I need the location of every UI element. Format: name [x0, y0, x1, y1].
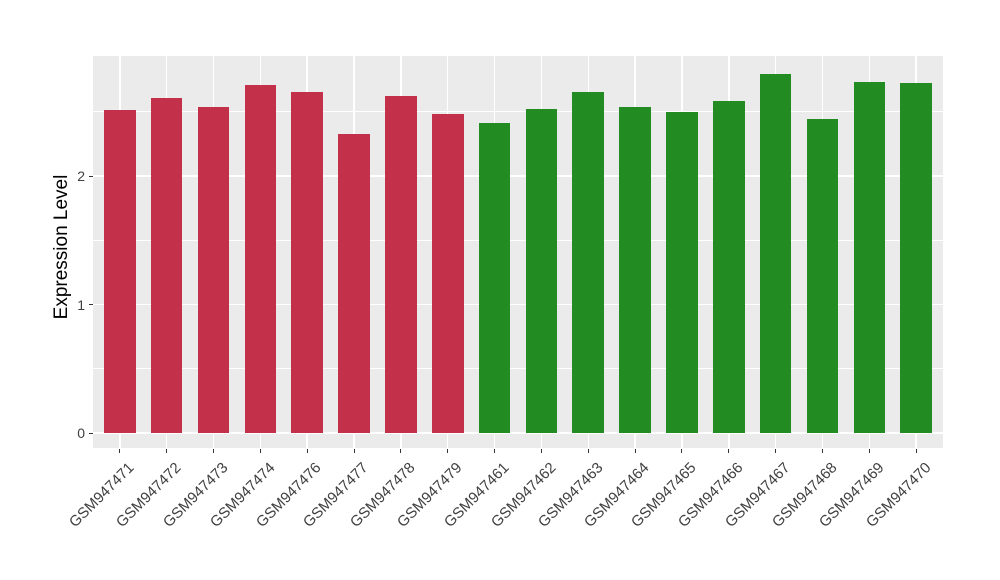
y-tick-label: 2: [77, 168, 85, 184]
bar-GSM947470: [900, 83, 933, 433]
x-axis-tick: [119, 449, 121, 453]
x-axis-tick: [447, 449, 449, 453]
x-axis-tick: [775, 449, 777, 453]
y-axis-tick: [89, 304, 93, 305]
bar-GSM947479: [431, 114, 464, 433]
x-axis-tick: [868, 449, 870, 453]
x-axis-tick: [634, 449, 636, 453]
x-axis-tick: [400, 449, 402, 453]
plot-panel: [93, 56, 943, 448]
x-axis-tick: [353, 449, 355, 453]
x-axis-tick: [681, 449, 683, 453]
gridline-major-horizontal: [93, 432, 943, 434]
x-axis-tick: [166, 449, 168, 453]
bar-GSM947473: [197, 106, 230, 433]
x-axis-tick: [212, 449, 214, 453]
x-axis-tick: [259, 449, 261, 453]
bar-GSM947461: [478, 123, 511, 433]
y-tick-label: 1: [77, 296, 85, 313]
bar-GSM947467: [759, 74, 792, 433]
gridline-minor-horizontal: [93, 111, 943, 113]
x-axis-tick: [587, 449, 589, 453]
x-axis-tick: [306, 449, 308, 453]
x-axis-tick: [728, 449, 730, 453]
bar-GSM947478: [385, 96, 417, 433]
y-axis-tick: [89, 432, 93, 434]
gridline-major-horizontal: [93, 303, 943, 306]
x-axis-tick: [540, 449, 542, 453]
bar-GSM947474: [244, 84, 277, 433]
bar-GSM947466: [713, 101, 745, 433]
bar-GSM947462: [525, 109, 558, 433]
x-axis-tick: [915, 449, 917, 453]
bar-GSM947469: [853, 82, 886, 433]
bar-GSM947465: [666, 111, 698, 433]
y-tick-label: 0: [77, 425, 85, 441]
bar-GSM947472: [150, 97, 183, 433]
gridline-minor-horizontal: [93, 239, 943, 241]
gridline-major-horizontal: [93, 175, 943, 177]
gridline-minor-horizontal: [93, 368, 943, 370]
x-axis-tick: [494, 449, 496, 453]
bar-GSM947471: [103, 110, 136, 433]
bar-GSM947463: [572, 92, 605, 433]
x-axis-tick: [822, 449, 824, 453]
bar-GSM947468: [806, 119, 839, 433]
y-axis-tick: [89, 175, 93, 177]
bar-GSM947477: [338, 133, 370, 433]
bar-GSM947476: [291, 92, 323, 433]
bar-GSM947464: [619, 106, 651, 433]
